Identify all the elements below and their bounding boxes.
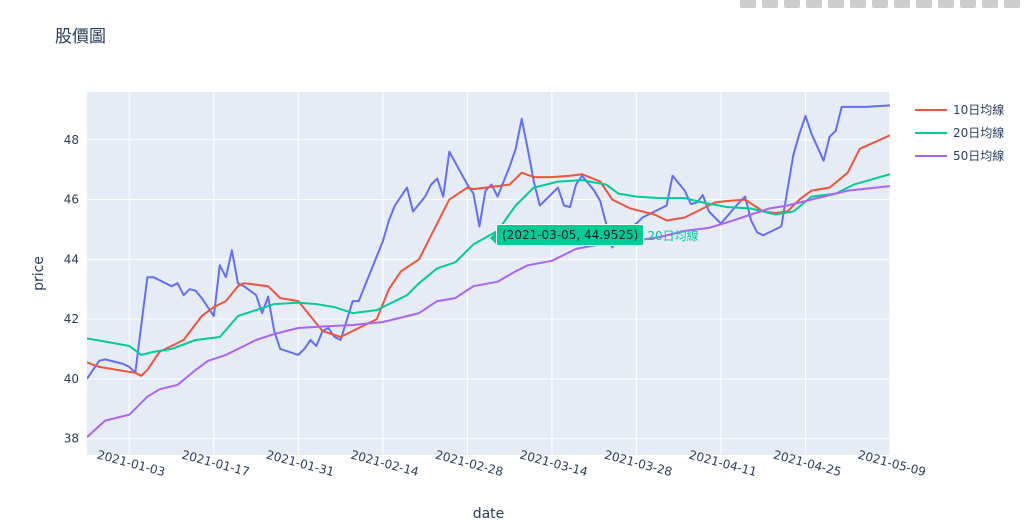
x-axis-title: date: [473, 506, 505, 522]
hover-text: (2021-03-05, 44.9525): [496, 224, 645, 246]
y-tick-label: 44: [64, 252, 79, 266]
legend-label: 20日均線: [953, 126, 1005, 140]
y-axis-title: price: [31, 256, 47, 291]
series-line-price: [87, 104, 890, 380]
box-select-icon[interactable]: [806, 0, 822, 8]
legend: 10日均線 20日均線 50日均線: [915, 98, 1004, 167]
hover-arrow: [490, 232, 496, 244]
x-tick-label: 2021-05-09: [856, 448, 927, 480]
y-tick-label: 42: [64, 312, 79, 326]
pan-icon[interactable]: [784, 0, 800, 8]
plot-background: [87, 92, 890, 455]
y-tick-label: 46: [64, 193, 79, 207]
series-line-10日均線: [87, 134, 890, 377]
spike-lines-icon[interactable]: [938, 0, 954, 8]
y-tick-label: 48: [64, 133, 79, 147]
legend-label: 50日均線: [953, 149, 1005, 163]
zoom-icon[interactable]: [762, 0, 778, 8]
zoom-out-icon[interactable]: [872, 0, 888, 8]
series-group: [87, 104, 890, 438]
plotly-logo-icon[interactable]: [1004, 0, 1020, 8]
hover-compare-icon[interactable]: [982, 0, 998, 8]
legend-item[interactable]: 50日均線: [915, 144, 1004, 167]
y-tick-label: 40: [64, 372, 79, 386]
hover-series-name: 20日均線: [647, 228, 699, 243]
series-line-20日均線: [87, 173, 890, 356]
camera-icon[interactable]: [740, 0, 756, 8]
y-tick-label: 38: [64, 432, 79, 446]
chart-title: 股價圖: [55, 27, 106, 47]
reset-axes-icon[interactable]: [916, 0, 932, 8]
lasso-icon[interactable]: [828, 0, 844, 8]
legend-label: 10日均線: [953, 103, 1005, 117]
series-line-50日均線: [87, 185, 890, 438]
legend-item[interactable]: 20日均線: [915, 121, 1004, 144]
hover-tooltip: (2021-03-05, 44.9525) 20日均線: [490, 224, 699, 246]
zoom-in-icon[interactable]: [850, 0, 866, 8]
modebar: [740, 0, 1020, 8]
legend-swatch: [915, 154, 947, 157]
autoscale-icon[interactable]: [894, 0, 910, 8]
legend-swatch: [915, 131, 947, 134]
hover-closest-icon[interactable]: [960, 0, 976, 8]
legend-swatch: [915, 108, 947, 111]
legend-item[interactable]: 10日均線: [915, 98, 1004, 121]
